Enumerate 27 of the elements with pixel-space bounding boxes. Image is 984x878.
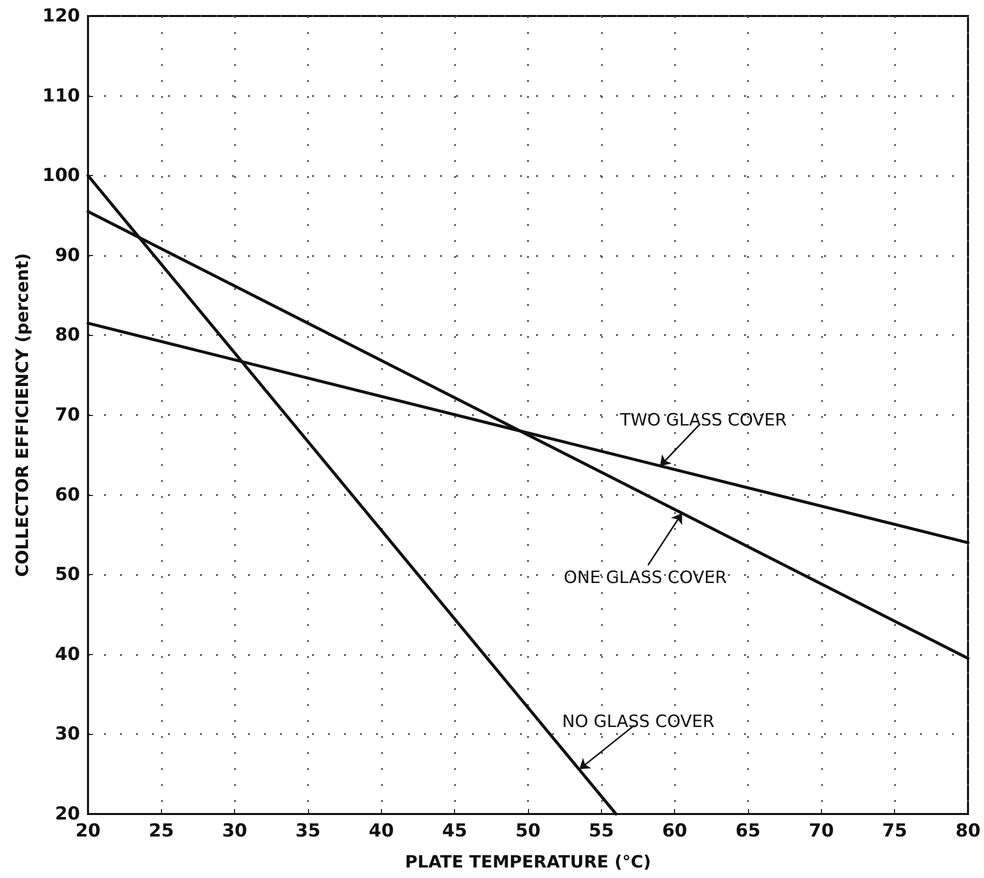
- y-tick-label: 70: [54, 404, 80, 426]
- x-tick-label: 75: [882, 820, 908, 842]
- x-tick-label: 40: [368, 820, 394, 842]
- x-tick-label: 80: [955, 820, 981, 842]
- y-tick-label: 80: [54, 324, 80, 346]
- annotation: TWO GLASS COVER: [619, 410, 788, 430]
- annotation: ONE GLASS COVER: [564, 568, 727, 588]
- x-tick-label: 70: [808, 820, 834, 842]
- x-tick-label: 25: [148, 820, 174, 842]
- y-axis-title: COLLECTOR EFFICIENCY (percent): [13, 253, 34, 577]
- y-tick-label: 30: [54, 724, 80, 745]
- y-tick-label: 40: [54, 644, 80, 665]
- x-tick-label: 35: [295, 820, 321, 842]
- annotation: NO GLASS COVER: [562, 712, 715, 732]
- x-axis-title: PLATE TEMPERATURE (°C): [405, 852, 651, 872]
- y-tick-label: 50: [54, 564, 80, 586]
- y-tick-label: 60: [54, 484, 80, 506]
- y-tick-label: 120: [42, 6, 80, 26]
- x-tick-label: 45: [442, 820, 468, 842]
- y-tick-label: 90: [54, 244, 80, 266]
- y-tick-label: 100: [42, 165, 80, 186]
- y-tick-label: 110: [42, 85, 80, 106]
- x-tick-label: 30: [222, 820, 248, 842]
- x-tick-label: 65: [735, 820, 761, 842]
- x-tick-label: 60: [662, 820, 688, 842]
- x-tick-label: 50: [515, 820, 541, 842]
- x-tick-label: 55: [588, 820, 614, 842]
